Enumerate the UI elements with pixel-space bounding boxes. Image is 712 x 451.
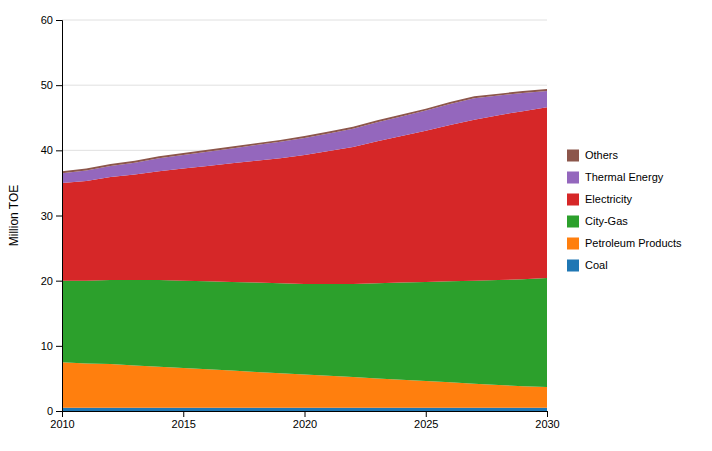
tick-mark (56, 281, 62, 282)
tick-mark (56, 85, 62, 86)
tick: 0 (47, 405, 62, 417)
tick: 2020 (293, 411, 317, 430)
areas (62, 89, 547, 411)
tick: 10 (41, 340, 62, 352)
tick-label: 40 (41, 144, 53, 156)
tick: 40 (41, 144, 62, 156)
tick-label: 2025 (414, 418, 438, 430)
area (62, 408, 547, 411)
tick-label: 2030 (535, 418, 559, 430)
chart: 201020152020202520300102030405060Million… (0, 0, 712, 451)
tick-label: 50 (41, 79, 53, 91)
grid-line (62, 20, 547, 21)
tick-mark (56, 150, 62, 151)
tick: 60 (41, 14, 62, 26)
tick-mark (183, 411, 184, 417)
legend-item: Others (567, 149, 619, 161)
y-axis-title: Million TOE (7, 185, 21, 247)
legend: Others Thermal Energy Electricity City-Gas P… (567, 149, 682, 271)
tick-mark (56, 411, 62, 412)
tick-mark (547, 411, 548, 417)
legend-item: City-Gas (567, 215, 628, 227)
tick-label: 0 (47, 405, 53, 417)
tick-mark (56, 346, 62, 347)
legend-item: Thermal Energy (567, 171, 664, 183)
legend-label: Coal (585, 259, 608, 271)
tick: 30 (41, 210, 62, 222)
tick-label: 30 (41, 210, 53, 222)
legend-item: Petroleum Products (567, 237, 682, 249)
tick-label: 2010 (50, 418, 74, 430)
tick: 2025 (414, 411, 438, 430)
tick-mark (56, 216, 62, 217)
tick-label: 20 (41, 275, 53, 287)
tick-mark (426, 411, 427, 417)
legend-swatch (567, 260, 579, 272)
legend-swatch (567, 150, 579, 162)
grid (62, 20, 547, 411)
x-axis: 2010 2015 2020 2025 2030 (50, 411, 559, 430)
legend-item: Coal (567, 259, 608, 271)
legend-swatch (567, 216, 579, 228)
tick: 2030 (535, 411, 559, 430)
tick-label: 2015 (172, 418, 196, 430)
legend-label: Thermal Energy (585, 171, 664, 183)
tick-mark (56, 20, 62, 21)
area (62, 107, 547, 284)
tick-label: 60 (41, 14, 53, 26)
legend-label: Electricity (585, 193, 633, 205)
axis-line (56, 21, 63, 412)
legend-swatch (567, 194, 579, 206)
legend-label: City-Gas (585, 215, 628, 227)
legend-label: Others (585, 149, 619, 161)
tick-mark (305, 411, 306, 417)
y-axis: 0 10 20 30 40 50 60 (41, 14, 63, 417)
tick: 2010 (50, 411, 74, 430)
tick-label: 2020 (293, 418, 317, 430)
grid-line (62, 85, 547, 86)
legend-swatch (567, 172, 579, 184)
tick: 50 (41, 79, 62, 91)
legend-item: Electricity (567, 193, 633, 205)
area (62, 89, 547, 173)
tick: 20 (41, 275, 62, 287)
area (62, 278, 547, 387)
tick: 2015 (172, 411, 196, 430)
legend-swatch (567, 238, 579, 250)
legend-label: Petroleum Products (585, 237, 682, 249)
axis-line (63, 412, 548, 418)
tick-label: 10 (41, 340, 53, 352)
plot: 201020152020202520300102030405060Million… (7, 14, 560, 430)
